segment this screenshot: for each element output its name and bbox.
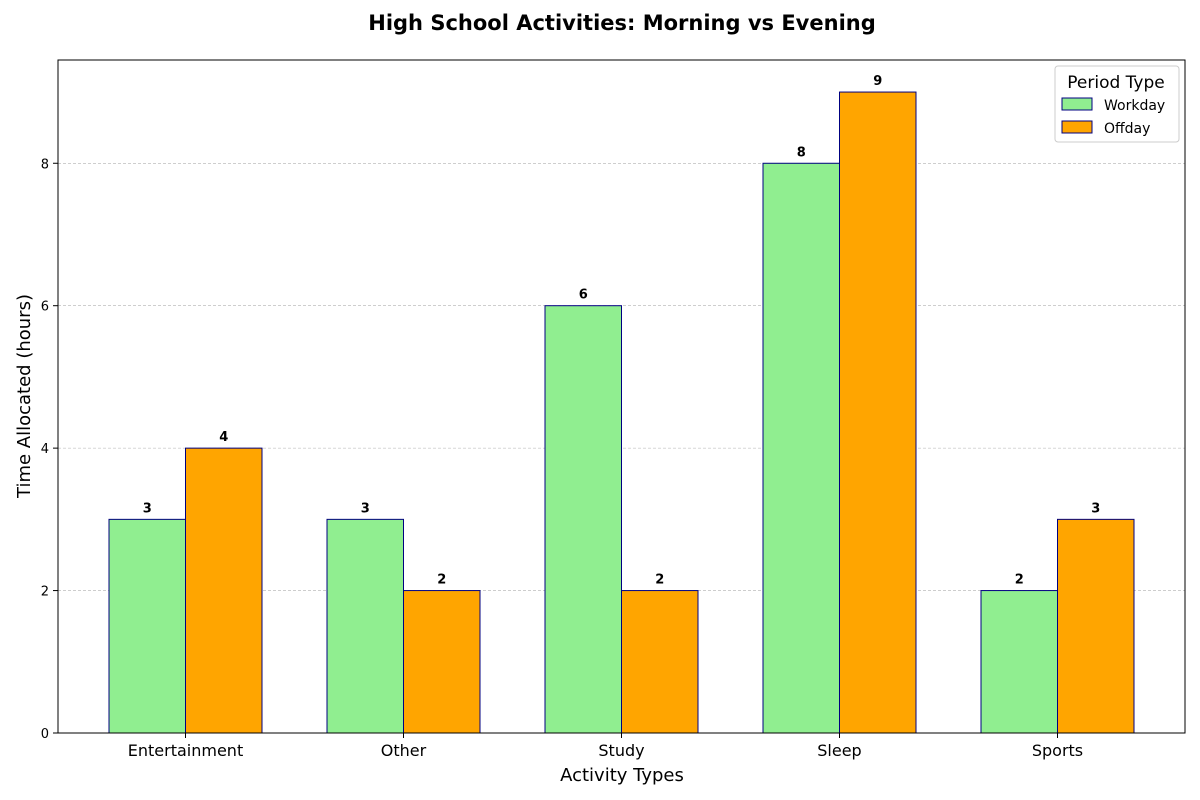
x-tick-label-study: Study (598, 741, 644, 760)
bar-labels: 3 3 6 8 2 4 2 2 9 3 (143, 74, 1101, 588)
x-axis-label: Activity Types (560, 765, 684, 786)
bar-value-label-entertainment-workday: 3 (143, 501, 152, 516)
bar-value-label-entertainment-offday: 4 (219, 430, 228, 445)
bar-value-label-other-workday: 3 (361, 501, 370, 516)
bar-sports-workday (980, 590, 1058, 734)
y-tick-label-6: 6 (41, 300, 49, 315)
legend-swatch-offday (1061, 120, 1093, 134)
chart-title: High School Activities: Morning vs Eveni… (368, 11, 876, 35)
bar-value-label-sports-offday: 3 (1091, 501, 1100, 516)
bars (108, 91, 1135, 734)
bar-value-label-sleep-workday: 8 (797, 145, 806, 160)
bar-other-workday (326, 518, 404, 734)
legend-swatch-workday (1061, 97, 1093, 111)
bar-entertainment-workday (108, 518, 186, 734)
y-axis-label: Time Allocated (hours) (14, 294, 35, 499)
bar-study-workday (544, 305, 622, 734)
plot-frame (57, 59, 1186, 734)
legend-label-workday: Workday (1104, 98, 1165, 114)
legend: Period Type Workday Offday (1054, 65, 1180, 143)
bar-value-label-other-offday: 2 (437, 573, 446, 588)
x-tick-label-sports: Sports (1032, 741, 1083, 760)
y-tick-label-8: 8 (41, 157, 49, 172)
legend-title: Period Type (1067, 73, 1164, 93)
bar-entertainment-offday (185, 447, 263, 734)
bar-value-label-study-offday: 2 (655, 573, 664, 588)
axes: 0 2 4 6 8 Entertainment Other Study Sleep Sports (41, 59, 1186, 760)
bar-other-offday (403, 590, 481, 734)
y-tick-label-0: 0 (41, 727, 49, 742)
x-tick-label-entertainment: Entertainment (128, 741, 243, 760)
bar-sleep-workday (762, 162, 840, 734)
legend-label-offday: Offday (1104, 121, 1150, 137)
x-tick-label-sleep: Sleep (817, 741, 861, 760)
bar-sleep-offday (839, 91, 917, 734)
bar-value-label-sports-workday: 2 (1015, 573, 1024, 588)
bar-study-offday (621, 590, 699, 734)
bar-sports-offday (1057, 518, 1135, 734)
y-tick-label-4: 4 (41, 442, 49, 457)
x-tick-label-other: Other (381, 741, 427, 760)
bar-value-label-study-workday: 6 (579, 288, 588, 303)
y-tick-label-2: 2 (41, 585, 49, 600)
bar-value-label-sleep-offday: 9 (873, 74, 882, 89)
